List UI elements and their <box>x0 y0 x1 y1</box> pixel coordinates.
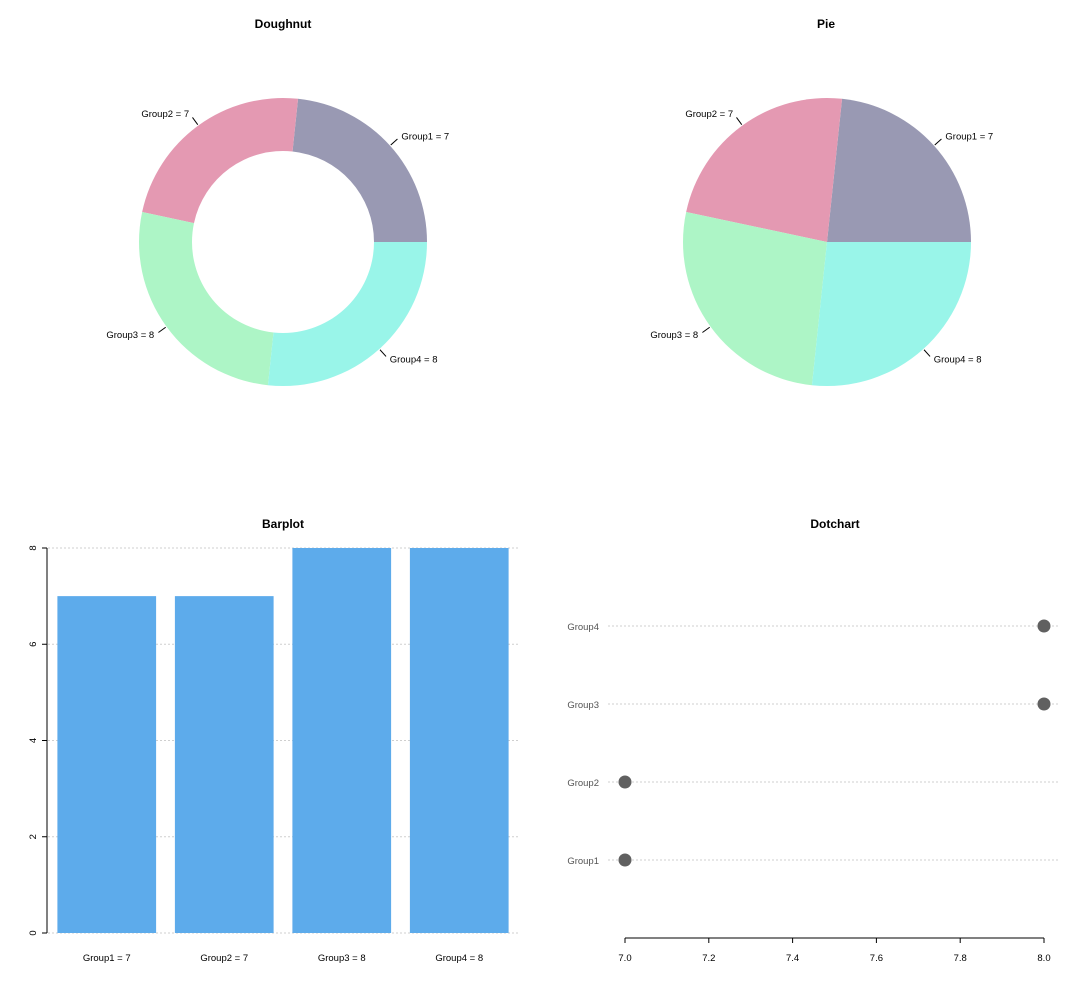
barplot-title: Barplot <box>262 517 304 531</box>
slice-leader-group2 <box>736 117 743 125</box>
barplot-y-tick-label: 6 <box>28 642 39 647</box>
bar-3 <box>292 548 392 933</box>
slice-group2 <box>142 98 299 224</box>
slice-leader-group1 <box>934 138 942 146</box>
bar-4 <box>409 548 509 933</box>
slice-leader-group4 <box>379 349 387 357</box>
bar-2 <box>174 596 274 933</box>
slice-label-group3: Group3 = 8 <box>650 330 698 341</box>
slice-leader-group2 <box>192 117 199 125</box>
barplot-chart: Barplot 0 2 4 6 8 Group1 = 7 Group2 = 7 Group3… <box>28 517 518 964</box>
slice-label-group4: Group4 = 8 <box>934 354 982 365</box>
slice-group1 <box>292 98 428 242</box>
slice-leader-group3 <box>702 326 710 333</box>
slice-group3 <box>139 212 274 386</box>
slice-label-group2: Group2 = 7 <box>141 109 189 120</box>
slice-label-group1: Group1 = 7 <box>945 131 993 142</box>
slice-group2 <box>686 97 843 242</box>
slice-leader-group3 <box>158 326 166 333</box>
bar-label: Group3 = 8 <box>318 953 366 964</box>
slice-leader-group1 <box>390 138 398 146</box>
barplot-y-tick-label: 2 <box>28 834 39 839</box>
dotchart-x-tick-label: 7.8 <box>954 953 967 964</box>
slice-label-group4: Group4 = 8 <box>390 354 438 365</box>
doughnut-title: Doughnut <box>255 17 312 31</box>
dot-row-label: Group3 <box>567 700 599 711</box>
dot-point-group2 <box>618 775 632 789</box>
slice-label-group2: Group2 = 7 <box>685 109 733 120</box>
dot-point-group1 <box>618 853 632 867</box>
barplot-y-tick-label: 0 <box>28 930 39 935</box>
dotchart-x-tick-label: 7.6 <box>870 953 883 964</box>
barplot-y-tick-label: 8 <box>28 545 39 550</box>
dotchart-chart: Dotchart Group1 Group2 Group3 Group4 7.0 7.2… <box>567 517 1060 964</box>
slice-group3 <box>683 212 827 386</box>
doughnut-chart: Doughnut Group1 = 7 Group2 = 7 Group3 = 8 G… <box>106 17 449 386</box>
dotchart-x-tick-label: 7.2 <box>702 953 715 964</box>
dot-row-label: Group1 <box>567 856 599 867</box>
bar-label: Group4 = 8 <box>435 953 483 964</box>
dotchart-x-tick-label: 7.0 <box>618 953 631 964</box>
pie-chart: Pie Group1 = 7 Group2 = 7 Group3 = 8 Group4… <box>650 17 993 386</box>
bar-label: Group2 = 7 <box>200 953 248 964</box>
dot-point-group4 <box>1037 619 1051 633</box>
slice-group1 <box>827 98 971 242</box>
barplot-y-tick-label: 4 <box>28 738 39 743</box>
bar-1 <box>57 596 157 933</box>
dot-row-label: Group4 <box>567 622 599 633</box>
dot-row-label: Group2 <box>567 778 599 789</box>
dotchart-x-tick-label: 8.0 <box>1037 953 1050 964</box>
pie-title: Pie <box>817 17 835 31</box>
dotchart-title: Dotchart <box>810 517 859 531</box>
slice-group4 <box>267 242 428 386</box>
slice-leader-group4 <box>923 349 931 357</box>
dot-point-group3 <box>1037 697 1051 711</box>
dotchart-x-tick-label: 7.4 <box>786 953 799 964</box>
slice-label-group3: Group3 = 8 <box>106 330 154 341</box>
slice-group4 <box>811 242 971 386</box>
slice-label-group1: Group1 = 7 <box>401 131 449 142</box>
bar-label: Group1 = 7 <box>83 953 131 964</box>
